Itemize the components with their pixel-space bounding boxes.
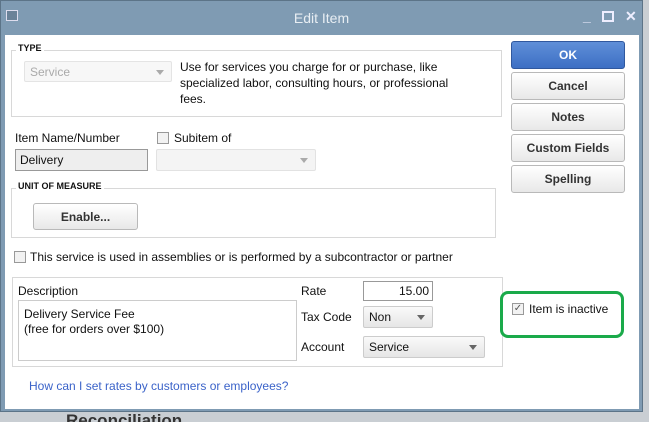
account-dropdown[interactable]: Service bbox=[363, 336, 485, 358]
dialog-body: TYPE Service Use for services you charge… bbox=[5, 35, 639, 409]
spelling-button[interactable]: Spelling bbox=[511, 165, 625, 193]
subitem-dropdown[interactable] bbox=[156, 149, 316, 171]
chevron-down-icon bbox=[300, 158, 308, 163]
ok-button[interactable]: OK bbox=[511, 41, 625, 69]
account-label: Account bbox=[301, 340, 345, 354]
minimize-icon[interactable]: _ bbox=[583, 8, 591, 24]
type-group bbox=[11, 50, 502, 117]
rate-input[interactable]: 15.00 bbox=[363, 281, 433, 301]
title-bar[interactable]: Edit Item _ ✕ bbox=[1, 1, 642, 35]
assembly-checkbox[interactable] bbox=[14, 251, 26, 263]
uom-label: UNIT OF MEASURE bbox=[16, 181, 104, 191]
type-label: TYPE bbox=[16, 43, 44, 53]
help-link[interactable]: How can I set rates by customers or empl… bbox=[29, 379, 289, 393]
tax-code-dropdown[interactable]: Non bbox=[363, 306, 433, 328]
maximize-icon[interactable] bbox=[602, 11, 614, 22]
rate-label: Rate bbox=[301, 284, 327, 298]
chevron-down-icon bbox=[469, 345, 477, 350]
type-dropdown[interactable]: Service bbox=[24, 61, 172, 82]
chevron-down-icon bbox=[417, 315, 425, 320]
subitem-checkbox[interactable] bbox=[157, 132, 169, 144]
item-name-label: Item Name/Number bbox=[15, 131, 120, 145]
item-inactive-label: Item is inactive bbox=[529, 302, 609, 316]
edit-item-window: Edit Item _ ✕ TYPE Service Use for servi… bbox=[0, 0, 643, 412]
subitem-label: Subitem of bbox=[174, 131, 232, 145]
account-value: Service bbox=[369, 340, 410, 354]
background-app-text: Reconciliation bbox=[66, 411, 183, 422]
custom-fields-button[interactable]: Custom Fields bbox=[511, 134, 625, 162]
tax-code-value: Non bbox=[369, 310, 392, 324]
notes-button[interactable]: Notes bbox=[511, 103, 625, 131]
description-label: Description bbox=[18, 284, 79, 298]
item-inactive-checkbox[interactable]: ✓ bbox=[512, 303, 524, 315]
tax-code-label: Tax Code bbox=[301, 310, 352, 324]
assembly-label: This service is used in assemblies or is… bbox=[30, 250, 453, 264]
close-icon[interactable]: ✕ bbox=[625, 8, 637, 24]
window-title: Edit Item bbox=[293, 10, 350, 26]
description-line: Delivery Service Fee bbox=[24, 307, 135, 321]
description-textarea[interactable]: Delivery Service Fee (free for orders ov… bbox=[18, 300, 297, 361]
inactive-highlight bbox=[500, 291, 624, 338]
cancel-button[interactable]: Cancel bbox=[511, 72, 625, 100]
type-value: Service bbox=[30, 65, 71, 79]
unit-of-measure-group bbox=[11, 188, 496, 238]
enable-button[interactable]: Enable... bbox=[33, 203, 138, 230]
description-line: (free for orders over $100) bbox=[24, 322, 165, 336]
item-name-input[interactable]: Delivery bbox=[15, 149, 148, 171]
chevron-down-icon bbox=[156, 70, 164, 75]
system-menu-icon[interactable] bbox=[6, 10, 18, 21]
type-description: Use for services you charge for or purch… bbox=[180, 60, 449, 106]
